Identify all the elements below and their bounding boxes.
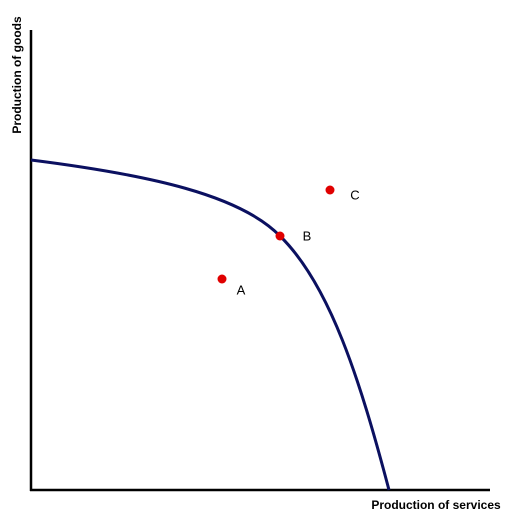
point-label: A xyxy=(237,282,246,297)
point-label: B xyxy=(303,228,312,243)
x-axis-label: Production of services xyxy=(371,498,501,512)
point-b xyxy=(275,231,285,241)
y-axis-label: Production of goods xyxy=(10,16,24,134)
point-label: C xyxy=(350,187,359,202)
point-c xyxy=(325,185,335,195)
point-a xyxy=(217,274,227,284)
